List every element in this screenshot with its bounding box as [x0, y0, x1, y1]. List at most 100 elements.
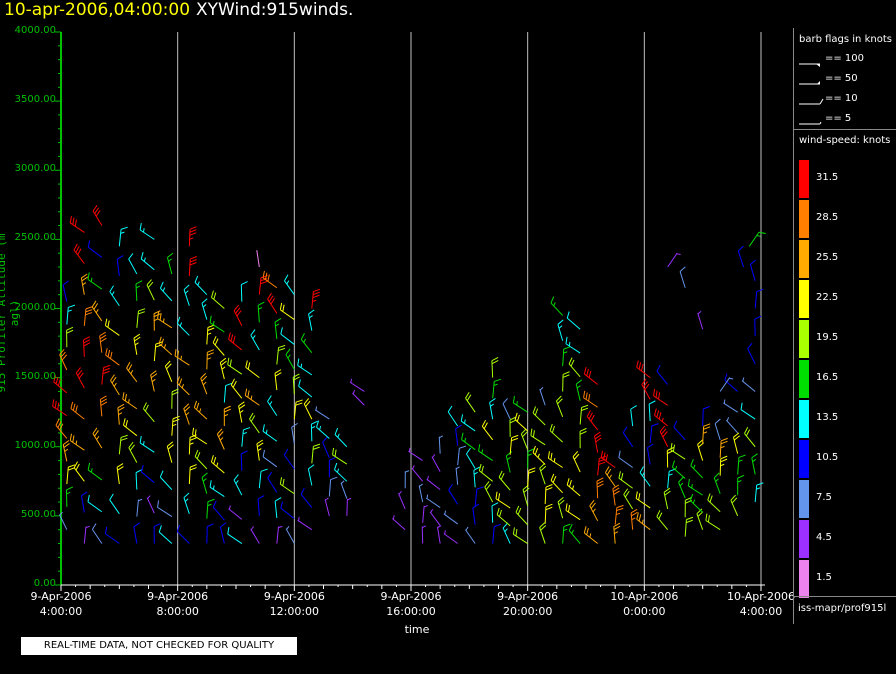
barb-feather: [220, 360, 227, 366]
barb-staff: [291, 427, 295, 445]
barb-feather: [270, 297, 276, 305]
barb-staff: [630, 409, 634, 427]
barb-feather: [522, 431, 528, 438]
barb-feather: [66, 326, 74, 331]
barb-half-feather: [347, 497, 352, 501]
wind-barb: [586, 410, 599, 431]
wind-barb: [600, 450, 616, 468]
wind-barb: [153, 310, 161, 331]
scale-swatch: [799, 400, 809, 438]
barb-feather: [686, 519, 693, 524]
wind-barb: [267, 292, 278, 314]
barb-feather: [603, 452, 606, 460]
barb-feather: [122, 418, 126, 426]
barb-half-feather: [181, 384, 184, 389]
barb-staff: [618, 457, 633, 468]
wind-barb: [258, 468, 268, 489]
barb-half-feather: [286, 526, 290, 530]
barb-feather: [322, 436, 328, 443]
barb-feather: [57, 378, 61, 386]
barb-feather: [662, 431, 668, 438]
wind-barb: [737, 474, 745, 496]
wind-barb: [311, 443, 321, 464]
barb-half-feather: [398, 490, 402, 495]
barb-feather: [125, 420, 129, 428]
barb-feather: [618, 471, 621, 479]
wind-barb: [426, 475, 441, 491]
barb-half-feather: [207, 332, 212, 335]
barb-feather: [292, 373, 300, 378]
barb-feather: [150, 370, 157, 376]
barb-staff: [754, 485, 758, 503]
wind-barb: [146, 279, 155, 301]
wind-barb: [257, 301, 265, 323]
wind-barb: [228, 505, 243, 520]
barb-half-feather: [162, 318, 165, 323]
barb-half-feather: [715, 478, 719, 482]
barb-staff: [284, 280, 295, 295]
barb-feather: [565, 503, 568, 511]
barb-feather: [127, 364, 133, 371]
barb-staff: [349, 381, 365, 392]
barb-feather: [703, 405, 710, 410]
barb-staff: [431, 456, 441, 472]
wind-barb: [233, 474, 243, 496]
wind-barb: [92, 204, 103, 226]
barb-feather: [707, 493, 711, 501]
barb-half-feather: [703, 431, 708, 434]
barb-half-feather: [444, 530, 446, 535]
barb-feather: [100, 401, 108, 406]
wind-barb: [267, 471, 278, 493]
barb-feather: [124, 393, 127, 401]
barb-staff: [66, 307, 69, 325]
grid-lines: [177, 32, 762, 585]
barb-feather: [282, 478, 285, 486]
wind-barb: [159, 281, 173, 302]
barb-feather: [656, 510, 661, 517]
barb-feather: [209, 315, 212, 323]
barb-half-feather: [422, 525, 427, 528]
wind-barb: [460, 414, 476, 432]
barb-feather: [527, 448, 535, 452]
wind-barb: [346, 497, 352, 516]
barb-staff: [436, 526, 441, 544]
barb-staff: [250, 334, 260, 351]
barb-half-feather: [257, 448, 262, 452]
barb-staff: [749, 264, 756, 281]
scale-label: 4.5: [816, 532, 832, 543]
barb-feather: [260, 281, 268, 285]
wind-barb: [723, 399, 738, 413]
barb-staff: [443, 533, 458, 544]
wind-barb: [392, 515, 406, 531]
barb-feather: [659, 425, 666, 432]
wind-barb: [547, 451, 563, 468]
barb-feather: [75, 367, 81, 374]
barb-half-feather: [697, 310, 702, 315]
barb-feather: [159, 313, 162, 321]
barb-feather: [579, 430, 587, 435]
wind-barb: [702, 405, 710, 427]
wind-barb: [291, 422, 298, 445]
barb-staff: [737, 250, 744, 268]
barb-feather: [166, 441, 174, 447]
barb-feather: [128, 253, 134, 260]
wind-barb: [322, 436, 330, 459]
barb-feather: [230, 378, 235, 386]
wind-barb: [641, 378, 651, 400]
barb-feather: [664, 490, 671, 496]
barb-feather: [481, 465, 484, 473]
barb-half-feather: [95, 309, 99, 313]
barb-half-feather: [558, 325, 563, 329]
barb-feather: [172, 418, 180, 423]
barb-feather: [540, 525, 547, 531]
barb-half-feather: [729, 377, 734, 380]
barb-half-feather: [235, 480, 239, 484]
barb-staff: [58, 514, 68, 530]
wind-barb: [241, 427, 251, 447]
barb-feather: [566, 311, 570, 319]
barb-feather: [262, 424, 265, 432]
barb-feather: [176, 376, 180, 384]
barb-half-feather: [269, 401, 273, 406]
barb-feather: [550, 452, 553, 460]
barb-feather: [75, 405, 78, 413]
